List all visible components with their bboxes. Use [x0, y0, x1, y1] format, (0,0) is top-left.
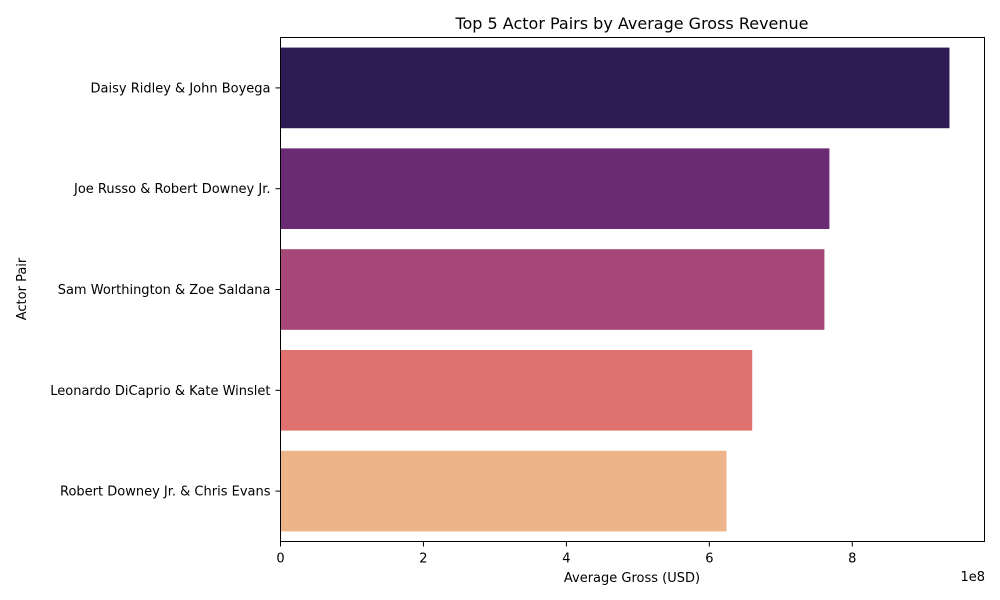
x-tick-label: 2: [419, 552, 427, 567]
bar: [280, 249, 825, 330]
y-tick-label: Joe Russo & Robert Downey Jr.: [73, 182, 271, 197]
bars-group: [280, 47, 950, 532]
x-tick-label: 6: [705, 552, 713, 567]
x-axis-label: Average Gross (USD): [564, 571, 700, 586]
y-axis-ticks: Daisy Ridley & John Boyega Joe Russo & Ro…: [50, 81, 281, 500]
y-tick-label: Robert Downey Jr. & Chris Evans: [60, 485, 271, 500]
y-tick-label: Sam Worthington & Zoe Saldana: [58, 283, 271, 298]
bar: [280, 47, 950, 129]
chart-title: Top 5 Actor Pairs by Average Gross Reven…: [454, 14, 808, 33]
x-tick-label: 4: [562, 552, 570, 567]
x-tick-label: 8: [848, 552, 856, 567]
y-tick-label: Leonardo DiCaprio & Kate Winslet: [50, 384, 270, 399]
x-axis-scale-label: 1e8: [960, 570, 985, 585]
plot-frame: [280, 37, 985, 542]
bar: [280, 450, 727, 532]
bar: [280, 349, 753, 431]
x-axis-ticks: 0 2 4 6 8: [276, 541, 856, 567]
y-tick-label: Daisy Ridley & John Boyega: [91, 81, 271, 96]
x-tick-label: 0: [276, 552, 284, 567]
bar: [280, 148, 830, 230]
y-axis-label: Actor Pair: [15, 257, 30, 320]
